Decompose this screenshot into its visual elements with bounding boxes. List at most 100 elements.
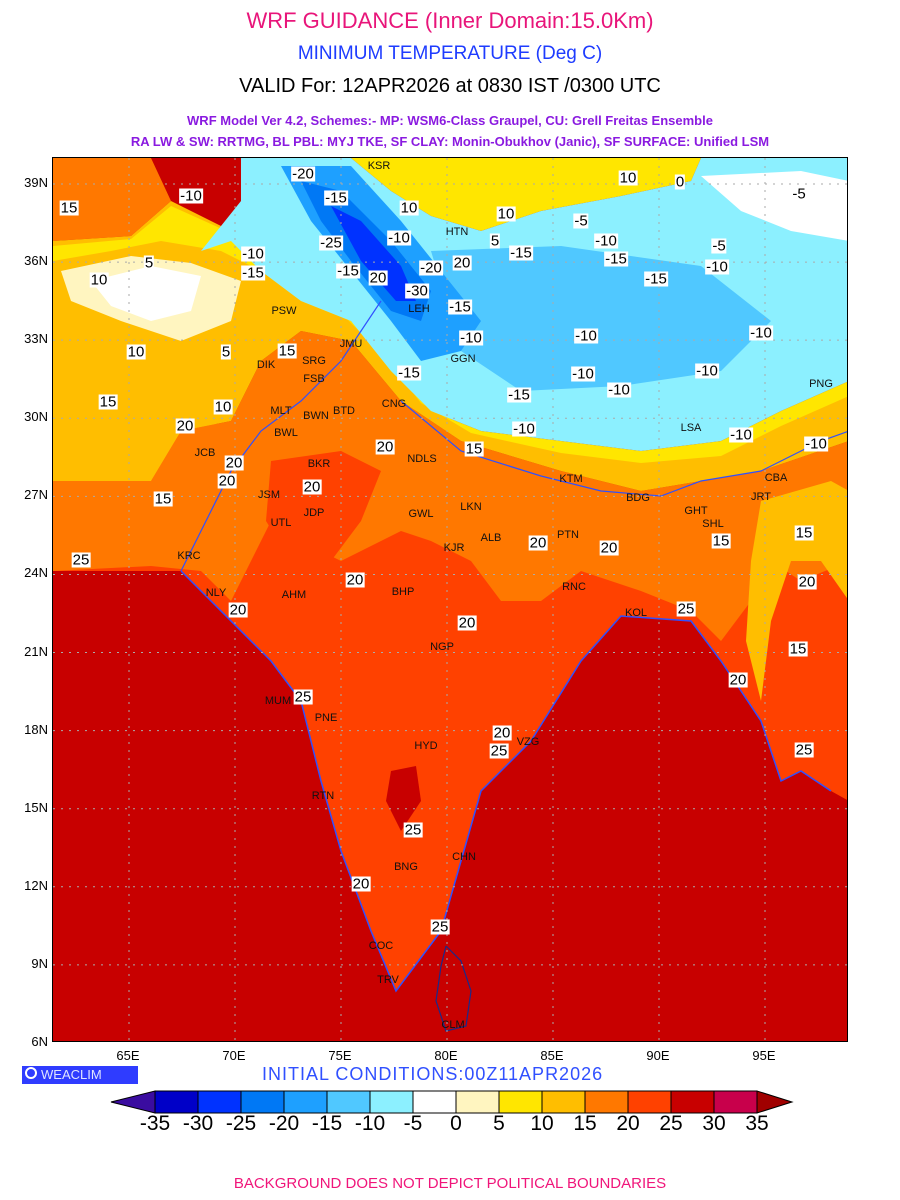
city-label: BHP bbox=[391, 586, 415, 598]
city-label: KRC bbox=[177, 550, 201, 562]
contour-label: 5 bbox=[143, 254, 155, 272]
city-label: CNG bbox=[381, 398, 407, 410]
city-label: CHN bbox=[452, 851, 476, 863]
city-label: JMU bbox=[339, 338, 363, 350]
contour-label: 20 bbox=[302, 478, 322, 496]
weaclim-logo: WEACLIM bbox=[22, 1066, 138, 1084]
contour-label: 20 bbox=[797, 573, 817, 591]
contour-label: 25 bbox=[676, 600, 696, 618]
contour-label: 25 bbox=[489, 742, 509, 760]
contour-label: 15 bbox=[153, 490, 173, 508]
contour-label: 20 bbox=[345, 571, 365, 589]
region-15-20 bbox=[53, 158, 847, 641]
city-label: CBA bbox=[764, 472, 788, 484]
contour-label: 20 bbox=[368, 269, 388, 287]
legend-swatch bbox=[240, 1090, 285, 1114]
city-label: NGP bbox=[430, 641, 454, 653]
variable-title: MINIMUM TEMPERATURE (Deg C) bbox=[297, 43, 603, 64]
contour-label: -15 bbox=[509, 244, 533, 262]
lon-tick-label: 75E bbox=[328, 1048, 352, 1063]
legend-tick-label: -5 bbox=[403, 1112, 423, 1135]
legend-swatch bbox=[627, 1090, 672, 1114]
city-label: AHM bbox=[281, 589, 307, 601]
city-label: TRV bbox=[377, 974, 399, 986]
region-10-15-ne bbox=[746, 481, 847, 701]
contour-label: 25 bbox=[71, 551, 91, 569]
legend-swatch bbox=[326, 1090, 371, 1114]
legend-arrow-low bbox=[110, 1090, 156, 1114]
contour-label: -10 bbox=[574, 327, 598, 345]
city-label: CLM bbox=[441, 1019, 465, 1031]
lon-tick-label: 95E bbox=[752, 1048, 776, 1063]
contour-label: 20 bbox=[224, 454, 244, 472]
city-label: HYD bbox=[414, 740, 438, 752]
city-label: LSA bbox=[680, 422, 702, 434]
city-label: HTN bbox=[445, 226, 469, 238]
contour-label: -10 bbox=[387, 229, 411, 247]
lat-tick-label: 15N bbox=[24, 799, 48, 815]
contour-label: 25 bbox=[293, 688, 313, 706]
city-label: UTL bbox=[270, 517, 292, 529]
contour-label: 5 bbox=[220, 343, 232, 361]
contour-label: 10 bbox=[496, 205, 516, 223]
contour-label: 20 bbox=[217, 472, 237, 490]
contour-label: 15 bbox=[277, 342, 297, 360]
contour-label: 20 bbox=[351, 875, 371, 893]
contour-label: -15 bbox=[324, 189, 348, 207]
lat-tick-label: 6N bbox=[31, 1033, 48, 1049]
legend-swatch bbox=[713, 1090, 758, 1114]
lon-tick-label: 80E bbox=[434, 1048, 458, 1063]
chart-title: WRF GUIDANCE (Inner Domain:15.0Km) bbox=[246, 8, 654, 33]
lon-tick-label: 90E bbox=[646, 1048, 670, 1063]
contour-label: 20 bbox=[452, 254, 472, 272]
city-label: GHT bbox=[684, 505, 708, 517]
color-legend bbox=[110, 1090, 794, 1114]
city-label: VZG bbox=[516, 736, 540, 748]
initial-conditions: INITIAL CONDITIONS:00Z11APR2026 bbox=[262, 1064, 604, 1084]
temperature-map: KSR HTN PSW SRG DIK FSB JMU LEH GGN BTD MLT BWN BWL C… bbox=[52, 157, 848, 1042]
city-label: JDP bbox=[303, 507, 325, 519]
city-label: ALB bbox=[480, 532, 502, 544]
city-label: JRT bbox=[751, 491, 771, 503]
contour-label: -30 bbox=[405, 282, 429, 300]
contour-label: 20 bbox=[375, 438, 395, 456]
contour-label: -25 bbox=[319, 234, 343, 252]
contour-label: -10 bbox=[749, 324, 773, 342]
lat-tick-label: 27N bbox=[24, 487, 48, 503]
contour-label: -15 bbox=[604, 250, 628, 268]
contour-label: 15 bbox=[98, 393, 118, 411]
city-label: NLY bbox=[205, 587, 227, 599]
contour-label: -15 bbox=[336, 262, 360, 280]
lat-tick-label: 33N bbox=[24, 331, 48, 347]
copyright-icon bbox=[25, 1067, 37, 1079]
legend-swatch bbox=[197, 1090, 242, 1114]
legend-tick-label: -35 bbox=[139, 1112, 171, 1135]
city-label: GGN bbox=[450, 353, 476, 365]
legend-tick-label: 10 bbox=[530, 1112, 554, 1135]
legend-tick-label: -15 bbox=[311, 1112, 343, 1135]
city-label: BTD bbox=[333, 405, 355, 417]
region-minus15 bbox=[431, 246, 771, 391]
model-info-line-2: RA LW & SW: RRTMG, BL PBL: MYJ TKE, SF C… bbox=[130, 134, 770, 149]
city-label: LKN bbox=[460, 501, 482, 513]
city-label: PNE bbox=[314, 712, 338, 724]
contour-label: -10 bbox=[695, 362, 719, 380]
contour-label: 15 bbox=[59, 199, 79, 217]
valid-time: VALID For: 12APR2026 at 0830 IST /0300 U… bbox=[239, 75, 661, 97]
contour-label: 10 bbox=[399, 199, 419, 217]
lat-tick-label: 12N bbox=[24, 877, 48, 893]
city-label: RTN bbox=[311, 790, 335, 802]
contour-label: -10 bbox=[179, 187, 203, 205]
city-label: SRG bbox=[302, 355, 326, 367]
city-label: BNG bbox=[394, 861, 418, 873]
contour-label: 25 bbox=[430, 918, 450, 936]
contour-label: 20 bbox=[175, 417, 195, 435]
lon-tick-label: 65E bbox=[116, 1048, 140, 1063]
contour-label: -15 bbox=[241, 264, 265, 282]
grid-lines bbox=[53, 158, 847, 1041]
legend-tick-label: 35 bbox=[745, 1112, 769, 1135]
contour-label: 10 bbox=[618, 169, 638, 187]
contour-label: 20 bbox=[457, 614, 477, 632]
city-label: SHL bbox=[702, 518, 724, 530]
city-label: NDLS bbox=[407, 453, 437, 465]
